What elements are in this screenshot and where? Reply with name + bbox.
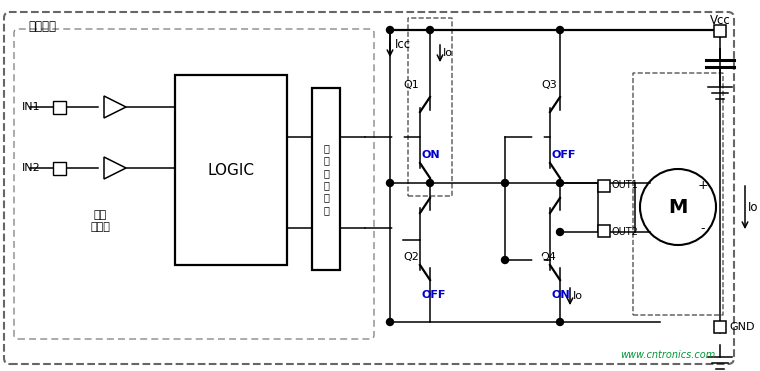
Text: OFF: OFF [421,290,445,300]
Text: GND: GND [729,322,755,332]
Circle shape [426,180,433,187]
Text: Q4: Q4 [540,252,556,262]
Text: IN2: IN2 [22,163,41,173]
Text: Icc: Icc [395,37,411,50]
Circle shape [387,180,394,187]
Circle shape [556,180,563,187]
Text: M: M [668,197,688,217]
Text: IN1: IN1 [22,102,40,112]
Bar [175,75,287,265]
Circle shape [640,169,716,245]
Text: Q3: Q3 [541,80,557,90]
Text: -: - [701,223,705,236]
Circle shape [387,26,394,33]
Circle shape [426,26,433,33]
Text: Vcc: Vcc [710,13,731,26]
Circle shape [556,26,563,33]
Text: 磁带: 磁带 [93,210,106,220]
Circle shape [533,132,543,142]
Bar [714,321,726,333]
Text: Q2: Q2 [403,252,419,262]
Bar [53,101,66,114]
Circle shape [502,180,508,187]
Text: 小信号部: 小信号部 [28,20,56,33]
Text: Io: Io [573,291,583,301]
Bar [714,25,726,37]
Circle shape [556,318,563,325]
Circle shape [533,255,543,265]
Bar [598,225,610,237]
Text: OUT2: OUT2 [612,227,639,237]
Bar [53,162,66,175]
Text: Io: Io [748,200,758,213]
Text: OUT1: OUT1 [612,180,638,190]
Text: Q1: Q1 [403,80,419,90]
Circle shape [393,223,403,233]
Text: ON: ON [421,150,439,160]
Circle shape [502,256,508,263]
Text: ON: ON [551,290,570,300]
Text: 缓冲器: 缓冲器 [90,222,110,232]
Circle shape [393,132,403,142]
Text: 防
止
同
时
导
通: 防 止 同 时 导 通 [323,143,329,215]
Text: LOGIC: LOGIC [207,162,255,177]
Circle shape [556,229,563,236]
Text: +: + [698,178,708,191]
Text: www.cntronics.com: www.cntronics.com [620,350,715,360]
Text: Io: Io [443,48,453,58]
Bar [598,180,610,192]
Bar [312,88,340,270]
Text: OFF: OFF [551,150,575,160]
Circle shape [387,318,394,325]
